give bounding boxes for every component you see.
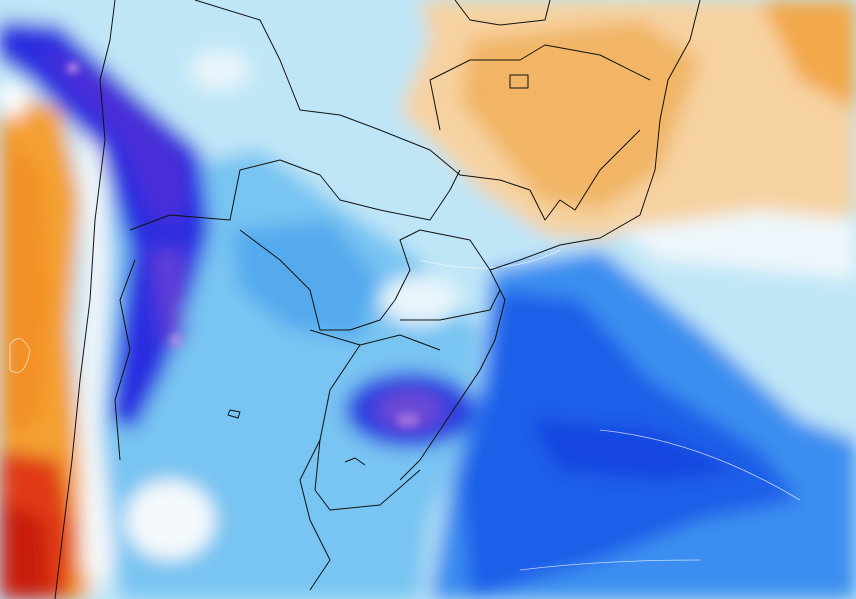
- highlights: [67, 63, 420, 428]
- contours: [9, 249, 801, 571]
- borders: [54, 0, 701, 599]
